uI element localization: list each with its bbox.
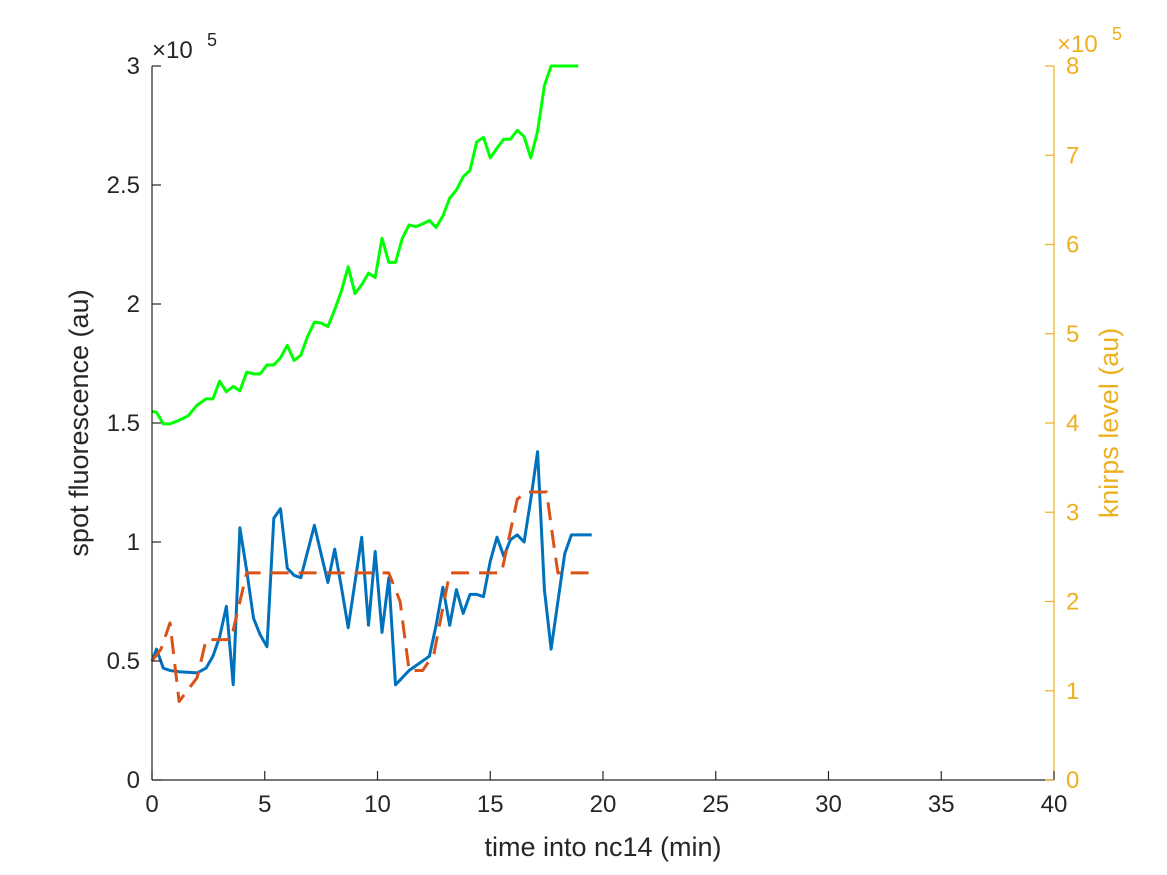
x-tick-label: 40	[1041, 791, 1068, 818]
series-line-2	[151, 64, 579, 426]
x-tick-label: 25	[702, 791, 729, 818]
y2-tick-label: 0	[1066, 767, 1079, 794]
y-exponent-power: 5	[207, 30, 217, 50]
y2-tick-label: 1	[1066, 678, 1079, 705]
y2-tick-label: 8	[1066, 53, 1079, 80]
y2-tick-label: 2	[1066, 589, 1079, 616]
series-1	[150, 490, 592, 703]
y2-tick-label: 6	[1066, 232, 1079, 259]
y-exponent: ×10 5	[152, 30, 217, 64]
y-tick-label: 3	[127, 53, 140, 80]
series-line-0	[150, 450, 592, 687]
y2-tick-label: 4	[1066, 410, 1079, 437]
y2-tick-label: 5	[1066, 321, 1079, 348]
y-tick-label: 2.5	[107, 172, 140, 199]
series-0	[150, 450, 592, 687]
y2-tick-label: 3	[1066, 499, 1079, 526]
series-2	[151, 64, 579, 426]
x-tick-label: 0	[145, 791, 158, 818]
x-tick-label: 10	[364, 791, 391, 818]
y2-exponent-base: ×10	[1057, 31, 1098, 58]
y-tick-label: 1.5	[107, 410, 140, 437]
x-tick-label: 35	[928, 791, 955, 818]
y-tick-label: 0.5	[107, 648, 140, 675]
x-tick-label: 20	[590, 791, 617, 818]
y2-exponent: ×10 5	[1057, 24, 1122, 58]
series-line-1	[150, 490, 592, 703]
y-tick-label: 1	[127, 529, 140, 556]
plot-background	[152, 66, 1054, 780]
y-axis-label: spot fluorescence (au)	[64, 289, 94, 556]
x-axis-label: time into nc14 (min)	[484, 832, 721, 862]
y2-exponent-power: 5	[1112, 24, 1122, 44]
x-tick-label: 15	[477, 791, 504, 818]
y-tick-label: 2	[127, 291, 140, 318]
y2-tick-label: 7	[1066, 142, 1079, 169]
y-tick-label: 0	[127, 767, 140, 794]
y-exponent-base: ×10	[152, 37, 193, 64]
x-tick-label: 5	[258, 791, 271, 818]
y2-axis-label: knirps level (au)	[1094, 328, 1124, 519]
x-tick-label: 30	[815, 791, 842, 818]
series-layer	[150, 64, 592, 703]
